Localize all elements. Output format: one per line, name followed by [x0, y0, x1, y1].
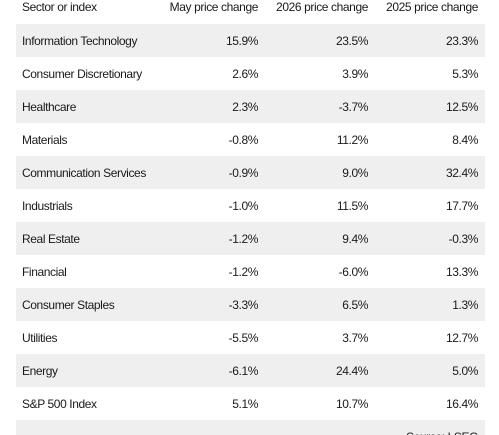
value-cell: 16.4%: [445, 397, 478, 411]
sector-cell: Financial: [22, 265, 67, 279]
header-cell: 2026 price change: [276, 0, 368, 14]
value-cell: 10.7%: [335, 397, 368, 411]
value-cell: -6.0%: [338, 265, 369, 279]
value-cell: -3.3%: [228, 298, 259, 312]
sector-cell: Consumer Staples: [22, 298, 115, 312]
value-cell: 24.4%: [335, 364, 368, 378]
value-cell: 17.7%: [445, 199, 478, 213]
value-cell: -5.5%: [228, 331, 259, 345]
value-cell: 9.4%: [342, 232, 368, 246]
source-note: Source: LSEG: [278, 430, 478, 435]
sector-cell: Real Estate: [22, 232, 80, 246]
header-cell: May price change: [169, 0, 259, 14]
sector-cell: S&P 500 Index: [22, 397, 97, 411]
row-background: [16, 288, 485, 321]
value-cell: 32.4%: [445, 166, 478, 180]
row-background: [16, 222, 485, 255]
value-cell: 2.3%: [232, 100, 258, 114]
sector-cell: Information Technology: [22, 34, 138, 48]
value-cell: 15.9%: [225, 34, 258, 48]
sector-cell: Utilities: [22, 331, 58, 345]
row-background: [16, 156, 485, 189]
value-cell: -0.3%: [448, 232, 479, 246]
value-cell: 6.5%: [342, 298, 368, 312]
row-background: [16, 24, 485, 57]
sector-cell: Consumer Discretionary: [22, 67, 142, 81]
value-cell: 11.2%: [336, 133, 369, 147]
value-cell: 23.3%: [445, 34, 478, 48]
header-cell: Sector or index: [22, 0, 97, 14]
value-cell: 5.3%: [452, 67, 478, 81]
value-cell: 2.6%: [232, 67, 258, 81]
value-cell: -1.2%: [228, 232, 259, 246]
value-cell: 13.3%: [445, 265, 478, 279]
sector-cell: Energy: [22, 364, 58, 378]
row-background: [16, 90, 485, 123]
value-cell: -0.8%: [228, 133, 259, 147]
value-cell: -3.7%: [338, 100, 369, 114]
value-cell: 8.4%: [452, 133, 478, 147]
row-background: [16, 420, 485, 435]
sector-cell: Industrials: [22, 199, 73, 213]
value-cell: -0.9%: [228, 166, 259, 180]
value-cell: 5.0%: [452, 364, 478, 378]
value-cell: 3.9%: [342, 67, 368, 81]
sector-cell: Healthcare: [22, 100, 77, 114]
row-background: [16, 354, 485, 387]
value-cell: 9.0%: [342, 166, 368, 180]
value-cell: -1.0%: [228, 199, 259, 213]
value-cell: 12.5%: [445, 100, 478, 114]
value-cell: 5.1%: [232, 397, 258, 411]
value-cell: 1.3%: [452, 298, 478, 312]
value-cell: 3.7%: [342, 331, 368, 345]
value-cell: -1.2%: [228, 265, 259, 279]
value-cell: 11.5%: [336, 199, 369, 213]
value-cell: 12.7%: [445, 331, 478, 345]
value-cell: -6.1%: [228, 364, 259, 378]
sector-cell: Materials: [22, 133, 68, 147]
value-cell: 23.5%: [335, 34, 368, 48]
sector-cell: Communication Services: [22, 166, 146, 180]
header-cell: 2025 price change: [386, 0, 478, 14]
